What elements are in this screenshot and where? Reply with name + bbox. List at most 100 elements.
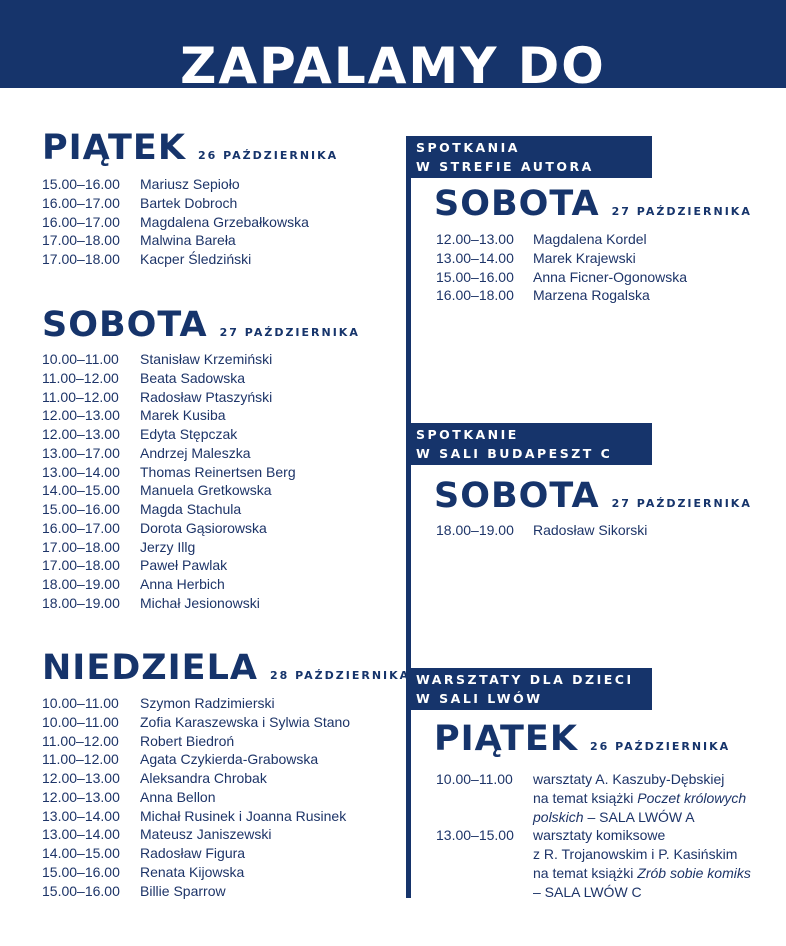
name: Radosław Ptaszyński (140, 388, 273, 405)
name: Aleksandra Chrobak (140, 770, 267, 786)
time: 12.00–13.00 (436, 231, 514, 247)
time: 13.00–15.00 (436, 827, 514, 844)
time: 17.00–18.00 (42, 557, 120, 574)
text: warsztaty komiksowe (533, 827, 666, 844)
time: 10.00–11.00 (436, 771, 513, 787)
name: Paweł Pawlak (140, 557, 228, 574)
day-name: SOBOTA (42, 305, 208, 345)
name: Michał Jesionowski (140, 594, 260, 611)
day-date: 27 PAŹDZIERNIKA (611, 205, 752, 218)
description-line: z R. Trojanowskim i P. Kasińskim (533, 845, 737, 863)
name: Malwina Bareła (140, 232, 236, 249)
day-date: 27 PAŹDZIERNIKA (611, 497, 752, 510)
time: 17.00–18.00 (42, 251, 120, 267)
name: Magda Stachula (140, 501, 242, 517)
day-heading: PIĄTEK 26 PAŹDZIERNIKA (434, 719, 730, 759)
name: Agata Czykierda-Grabowska (140, 751, 319, 768)
time: 16.00–17.00 (42, 519, 120, 536)
time: 18.00–19.00 (42, 594, 120, 611)
section-box: WARSZTATY DLA DZIECI W SALI LWÓW (408, 668, 652, 710)
time: 18.00–19.00 (42, 576, 120, 592)
book-title: Poczet królowych (637, 789, 747, 806)
text: Marzena Rogalska (533, 287, 650, 304)
name: Anna Bellon (140, 788, 216, 805)
time: 15.00–16.00 (42, 501, 120, 517)
time: 14.00–15.00 (42, 845, 120, 861)
description-line: – SALA LWÓW C (533, 883, 642, 901)
day-heading: SOBOTA 27 PAŹDZIERNIKA (42, 305, 360, 345)
day-heading: PIĄTEK 26 PAŹDZIERNIKA (42, 128, 338, 168)
name: Szymon Radzimierski (140, 695, 275, 711)
text: – SALA LWÓW C (533, 883, 642, 900)
day-heading: SOBOTA 27 PAŹDZIERNIKA (434, 184, 752, 224)
time: 12.00–13.00 (42, 770, 120, 786)
description-line: na temat książki Zrób sobie komiks (533, 864, 751, 882)
text: Anna Ficner-Ogonowska (533, 268, 688, 285)
name: Jerzy Illg (140, 538, 196, 555)
time: 15.00–16.00 (436, 268, 514, 285)
description-line: Magdalena Kordel (533, 230, 647, 248)
day-date: 26 PAŹDZIERNIKA (589, 740, 731, 753)
text: – SALA LWÓW A (583, 808, 695, 825)
text: Magdalena Kordel (533, 231, 647, 247)
day-name: NIEDZIELA (42, 648, 258, 688)
time: 12.00–13.00 (42, 407, 120, 424)
time: 17.00–18.00 (42, 232, 120, 249)
time: 14.00–15.00 (42, 482, 120, 499)
day-date: 26 PAŹDZIERNIKA (197, 149, 339, 162)
description-line: warsztaty komiksowe (533, 826, 665, 844)
section-box: SPOTKANIA W STREFIE AUTORA (408, 136, 652, 178)
description-line: Marek Krajewski (533, 249, 636, 267)
time: 15.00–16.00 (42, 882, 120, 899)
description-line: Marzena Rogalska (533, 286, 650, 304)
time: 18.00–19.00 (436, 522, 514, 538)
name: Anna Herbich (140, 576, 225, 592)
time: 13.00–14.00 (436, 249, 514, 266)
day-date: 28 PAŹDZIERNIKA (269, 669, 411, 682)
day-heading: NIEDZIELA 28 PAŹDZIERNIKA (42, 648, 410, 688)
time: 11.00–12.00 (42, 732, 119, 749)
name: Kacper Śledziński (140, 251, 252, 267)
time: 16.00–18.00 (436, 287, 514, 304)
description-line: warsztaty A. Kaszuby-Dębskiej (533, 770, 724, 788)
time: 13.00–14.00 (42, 826, 120, 843)
time: 15.00–16.00 (42, 863, 120, 880)
section-heading: W SALI LWÓW (416, 691, 543, 706)
text: z R. Trojanowskim i P. Kasińskim (533, 846, 738, 862)
name: Bartek Dobroch (140, 194, 238, 211)
name: Beata Sadowska (140, 369, 246, 386)
time: 13.00–17.00 (42, 444, 120, 461)
banner (0, 0, 786, 88)
time: 13.00–14.00 (42, 463, 120, 480)
time: 17.00–18.00 (42, 538, 120, 555)
text: warsztaty A. Kaszuby-Dębskiej (533, 771, 725, 787)
time: 16.00–17.00 (42, 194, 120, 211)
name: Dorota Gąsiorowska (140, 519, 267, 536)
text: na temat książki (533, 789, 638, 806)
day-heading: SOBOTA 27 PAŹDZIERNIKA (434, 476, 752, 516)
name: Manuela Gretkowska (140, 482, 272, 499)
day-name: SOBOTA (434, 476, 600, 516)
book-title: Zrób sobie komiks (637, 864, 751, 881)
name: Robert Biedroń (140, 732, 235, 749)
day-date: 27 PAŹDZIERNIKA (219, 326, 360, 339)
description-line: na temat książki Poczet królowych (533, 789, 746, 807)
name: Magdalena Grzebałkowska (140, 213, 309, 230)
name: Mariusz Sepioło (140, 176, 240, 192)
name: Thomas Reinertsen Berg (140, 463, 296, 480)
name: Renata Kijowska (140, 863, 245, 880)
day-name: PIĄTEK (434, 719, 578, 759)
divider (406, 136, 411, 898)
time: 10.00–11.00 (42, 695, 119, 711)
text: Marek Krajewski (533, 249, 636, 266)
time: 11.00–12.00 (42, 751, 119, 768)
description-line: Radosław Sikorski (533, 521, 647, 539)
time: 13.00–14.00 (42, 807, 120, 824)
book-title: polskich (533, 808, 584, 825)
section-heading: W STREFIE AUTORA (416, 159, 594, 174)
section-heading: SPOTKANIA (416, 140, 520, 155)
name: Billie Sparrow (140, 882, 226, 899)
name: Stanisław Krzemiński (140, 351, 273, 367)
name: Andrzej Maleszka (140, 444, 251, 461)
